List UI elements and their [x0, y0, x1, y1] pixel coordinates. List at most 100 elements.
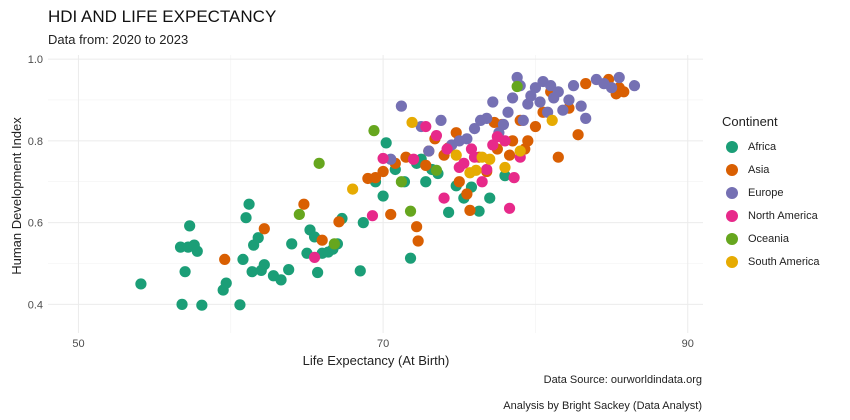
point-europe — [563, 94, 575, 106]
legend-label: South America — [748, 255, 820, 268]
point-africa — [380, 137, 392, 149]
point-africa — [240, 212, 252, 224]
point-africa — [234, 299, 246, 311]
legend: Continent Africa Asia Europe North America O… — [722, 114, 820, 273]
chart-title: HDI AND LIFE EXPECTANCY — [48, 7, 277, 26]
legend-key — [726, 140, 738, 153]
point-africa — [237, 253, 249, 266]
point-europe — [606, 82, 618, 94]
point-europe — [525, 90, 537, 102]
point-africa — [499, 170, 511, 182]
point-africa — [191, 245, 203, 257]
point-africa — [135, 278, 147, 290]
point-europe — [557, 104, 569, 116]
point-europe — [461, 133, 473, 145]
legend-title: Continent — [722, 114, 778, 129]
legend-key — [726, 186, 738, 199]
point-africa — [252, 232, 264, 244]
point-asia — [377, 165, 389, 178]
point-africa — [404, 252, 417, 264]
point-asia — [453, 176, 465, 188]
point-asia — [316, 234, 328, 246]
point-asia — [552, 151, 564, 163]
point-asia — [298, 198, 310, 210]
point-asia — [461, 188, 473, 200]
point-south-america — [484, 153, 496, 165]
point-europe — [580, 112, 592, 124]
legend-label: North America — [748, 209, 818, 222]
point-asia — [385, 208, 397, 221]
point-africa — [184, 220, 196, 232]
point-africa — [377, 190, 389, 202]
point-north-america — [481, 163, 493, 176]
legend-label: Europe — [748, 186, 784, 199]
point-oceania — [511, 80, 523, 93]
point-europe — [487, 96, 499, 108]
point-asia — [411, 221, 423, 233]
point-europe — [506, 92, 519, 104]
x-tick-label: 50 — [72, 338, 84, 350]
point-north-america — [377, 152, 389, 165]
point-africa — [283, 264, 295, 276]
point-oceania — [328, 238, 340, 250]
data-source-caption: Data Source: ourworldindata.org — [543, 374, 702, 386]
point-africa — [354, 265, 366, 277]
x-axis-title: Life Expectancy (At Birth) — [303, 353, 450, 368]
point-north-america — [476, 176, 488, 188]
point-asia — [258, 223, 270, 235]
legend-item-oceania: Oceania — [722, 227, 820, 250]
legend-item-africa: Africa — [722, 135, 820, 158]
point-north-america — [503, 202, 516, 214]
point-asia — [333, 216, 345, 228]
legend-label: Oceania — [748, 232, 789, 245]
y-axis-title: Human Development Index — [9, 117, 24, 275]
point-north-america — [458, 157, 470, 169]
point-africa — [473, 205, 485, 217]
legend-label: Asia — [748, 163, 770, 176]
point-north-america — [430, 129, 443, 142]
legend-item-north-america: North America — [722, 204, 820, 227]
analysis-credit-caption: Analysis by Bright Sackey (Data Analyst) — [503, 400, 702, 412]
point-europe — [575, 100, 587, 112]
point-asia — [580, 78, 592, 90]
y-tick-label: 0.6 — [28, 218, 43, 230]
tick-labels: 50 70 90 0.4 0.6 0.8 1.0 — [28, 54, 694, 350]
point-oceania — [430, 164, 443, 176]
point-europe — [529, 82, 542, 94]
point-asia — [219, 253, 231, 266]
point-asia — [420, 159, 432, 171]
point-europe — [567, 80, 580, 92]
point-europe — [613, 71, 625, 84]
point-south-america — [514, 145, 526, 157]
point-asia — [503, 149, 516, 161]
point-africa — [196, 299, 208, 311]
point-north-america — [508, 172, 520, 184]
point-north-america — [487, 139, 499, 151]
point-oceania — [395, 176, 407, 188]
point-asia — [369, 172, 382, 184]
point-south-america — [406, 116, 418, 129]
point-africa — [312, 266, 324, 279]
point-asia — [412, 235, 424, 247]
grid-lines — [48, 55, 703, 333]
point-africa — [286, 238, 298, 250]
chart-subtitle: Data from: 2020 to 2023 — [48, 32, 189, 47]
point-europe — [395, 100, 407, 112]
point-africa — [420, 176, 432, 188]
point-oceania — [368, 125, 380, 137]
x-tick-label: 90 — [682, 338, 694, 350]
point-africa — [243, 198, 255, 210]
point-south-america — [499, 161, 511, 174]
legend-items: Africa Asia Europe North America Oceania Sout… — [722, 135, 820, 273]
point-africa — [484, 192, 496, 204]
point-europe — [423, 145, 435, 157]
point-africa — [246, 266, 258, 278]
point-africa — [176, 298, 188, 310]
point-europe — [481, 112, 493, 124]
point-oceania — [404, 205, 417, 217]
legend-label: Africa — [748, 140, 777, 153]
point-europe — [545, 80, 557, 92]
point-europe — [435, 114, 447, 127]
point-africa — [179, 266, 191, 278]
y-tick-label: 1.0 — [28, 54, 43, 66]
